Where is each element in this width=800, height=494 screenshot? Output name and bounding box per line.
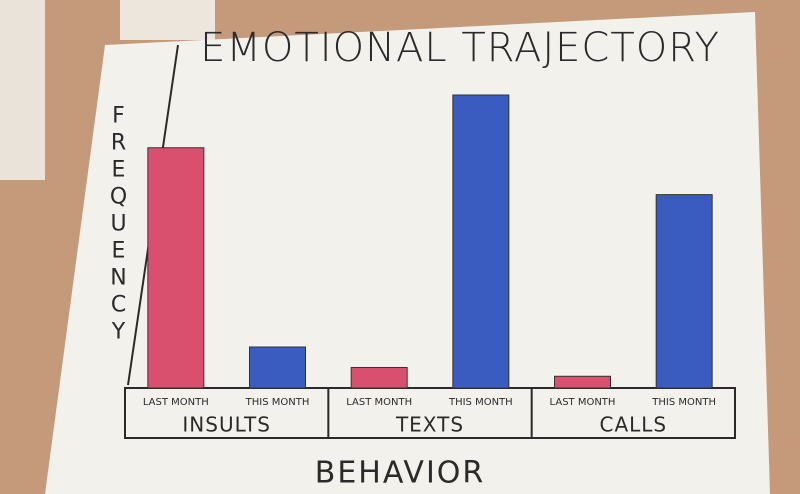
bar [249, 346, 306, 389]
series-label: LAST MONTH [143, 397, 209, 408]
series-label: THIS MONTH [448, 397, 513, 408]
x-axis-label: BEHAVIOR [315, 456, 486, 491]
series-label: THIS MONTH [651, 397, 716, 408]
x-tick-label: INSULTS [182, 413, 271, 437]
bar [655, 194, 713, 389]
x-tick-label: TEXTS [395, 413, 464, 437]
y-axis-label: FREQUENCY [106, 104, 131, 347]
bar [350, 366, 408, 389]
series-label: LAST MONTH [346, 397, 412, 408]
bar [452, 94, 510, 389]
category-box [124, 387, 736, 439]
poster-board [45, 12, 770, 494]
series-label: THIS MONTH [245, 397, 310, 408]
x-tick-label: CALLS [600, 413, 668, 437]
series-label: LAST MONTH [550, 397, 616, 408]
window [120, 0, 215, 40]
window [0, 0, 45, 180]
chart-title: EMOTIONAL TRAJECTORY [200, 25, 720, 71]
bar [554, 375, 611, 389]
bar [147, 147, 205, 389]
